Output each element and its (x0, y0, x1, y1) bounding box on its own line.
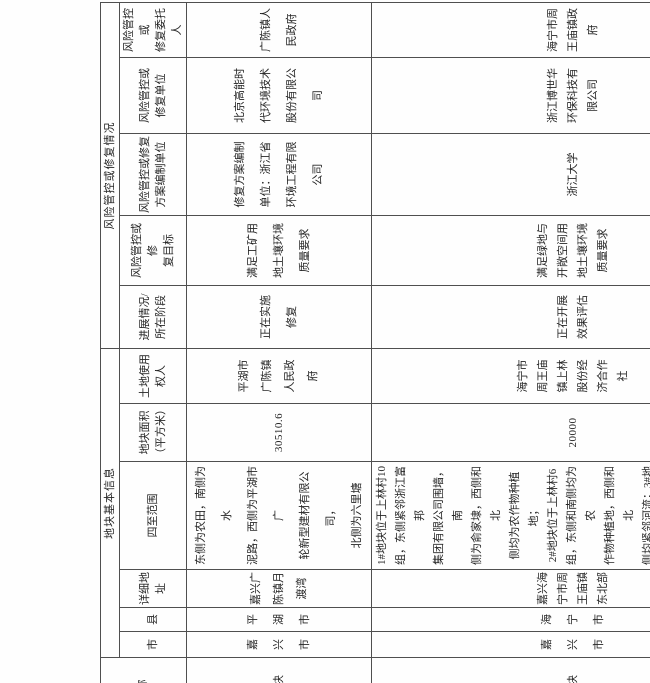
header-area: 地块面积 （平方米） (119, 403, 187, 462)
header-client: 风险管控或 修复委托人 (119, 2, 187, 58)
header-city: 市 (119, 631, 187, 658)
header-target: 风险管控或修 复目标 (119, 215, 187, 286)
cell-progress: 正在开展 效果评估 (371, 285, 650, 349)
column-header-row: 市 县 详细地 址 四至范围 地块面积 （平方米） 土地使用 权人 进展情况/ … (119, 2, 187, 683)
header-address: 详细地 址 (119, 569, 187, 608)
cell-plot-name: 上林村地块 (371, 657, 650, 683)
cell-county: 海 宁 市 (371, 607, 650, 632)
cell-client: 广陈镇人 民政府 (186, 2, 372, 58)
header-boundaries: 四至范围 (119, 461, 187, 570)
cell-address: 嘉兴广 陈镇月 渡湾 (186, 569, 372, 608)
cell-area: 20000 (371, 403, 650, 462)
table-row-haining: 上林村地块 嘉 兴 市 海 宁 市 嘉兴海 宁市周 王庙镇 东北部 1#地块位于… (371, 2, 650, 683)
header-remediation-unit: 风险管控或 修复单位 (119, 57, 187, 134)
cell-target: 满足绿地与 开敞空间用 地土壤环境 质量要求 (371, 215, 650, 286)
cell-land-user: 平湖市 广陈镇 人民政 府 (186, 348, 372, 404)
cell-city: 嘉 兴 市 (371, 631, 650, 658)
cell-boundaries: 东侧为农田，南侧为水 泥路，西侧为平湖市广 轮新型建材有限公司， 北侧为六里塘 (186, 461, 372, 570)
group-header-basic-info: 地块基本信息 (100, 348, 120, 658)
cell-county: 平 湖 市 (186, 607, 372, 632)
table-row-pinghu: 月渡湾地块 嘉 兴 市 平 湖 市 嘉兴广 陈镇月 渡湾 东侧为农田，南侧为水 … (186, 2, 372, 683)
cell-address: 嘉兴海 宁市周 王庙镇 东北部 (371, 569, 650, 608)
cell-boundaries: 1#地块位于上林村10 组，东侧紧邻浙江富邦 集团有限公司围墙，南 侧为俞家埭，… (371, 461, 650, 570)
cell-city: 嘉 兴 市 (186, 631, 372, 658)
header-land-user: 土地使用 权人 (119, 348, 187, 404)
group-header-risk-remediation: 风险管控或修复情况 (100, 2, 120, 349)
cell-remediation-unit: 浙江博世华 环保科技有 限公司 (371, 57, 650, 134)
cell-progress: 正在实施 修复 (186, 285, 372, 349)
cell-plan-unit: 浙江大学 (371, 133, 650, 216)
land-parcel-remediation-table: 地块名称 地块基本信息 风险管控或修复情况 市 县 详细地 址 四至范围 地块面… (100, 2, 650, 683)
header-county: 县 (119, 607, 187, 632)
header-plan-unit: 风险管控或修复 方案编制单位 (119, 133, 187, 216)
rotated-table-wrapper: 地块名称 地块基本信息 风险管控或修复情况 市 县 详细地 址 四至范围 地块面… (100, 2, 650, 683)
header-progress: 进展情况/ 所在阶段 (119, 285, 187, 349)
cell-plot-name: 月渡湾地块 (186, 657, 372, 683)
cell-land-user: 海宁市 周王庙 镇上林 股份经 济合作 社 (371, 348, 650, 404)
cell-client: 海宁市周 王庙镇政 府 (371, 2, 650, 58)
cell-target: 满足工矿用 地土壤环境 质量要求 (186, 215, 372, 286)
cell-remediation-unit: 北京高能时 代环境技术 股份有限公 司 (186, 57, 372, 134)
group-header-row: 地块名称 地块基本信息 风险管控或修复情况 (100, 2, 187, 683)
cell-area: 30510.6 (186, 403, 372, 462)
cell-plan-unit: 修复方案编制 单位：浙江省 环境工程有限 公司 (186, 133, 372, 216)
corner-header-plot-name: 地块名称 (100, 657, 187, 683)
